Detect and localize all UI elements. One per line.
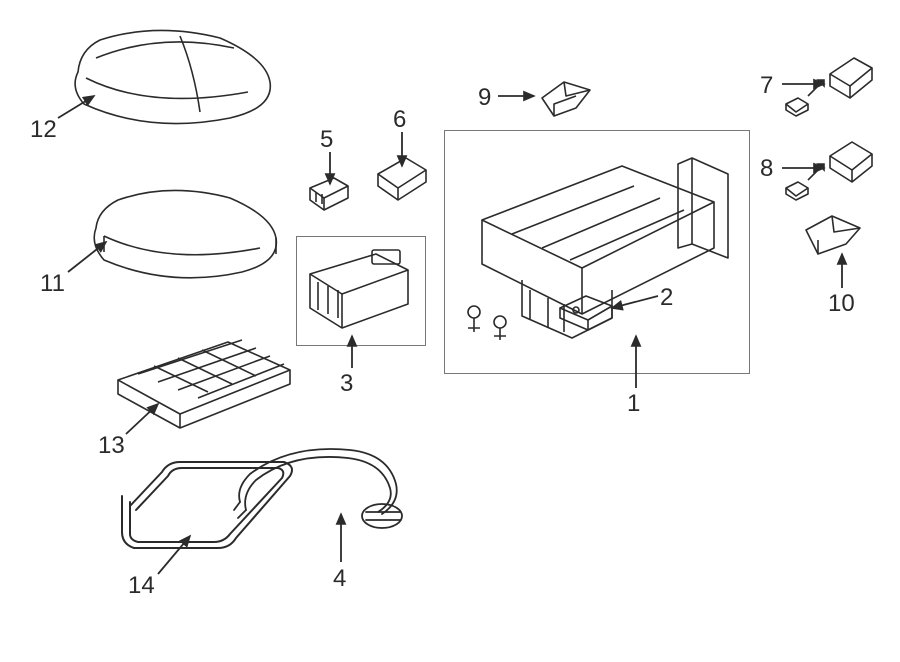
arrow-11	[68, 242, 106, 272]
arrow-14	[158, 536, 190, 574]
arrow-12	[58, 96, 94, 118]
diagram-canvas: 1 2 3 4 5 6 7 8 9 10 11 12 13 14	[0, 0, 900, 662]
arrow-2	[612, 296, 658, 308]
callout-arrows	[0, 0, 900, 662]
arrow-13	[126, 404, 158, 434]
